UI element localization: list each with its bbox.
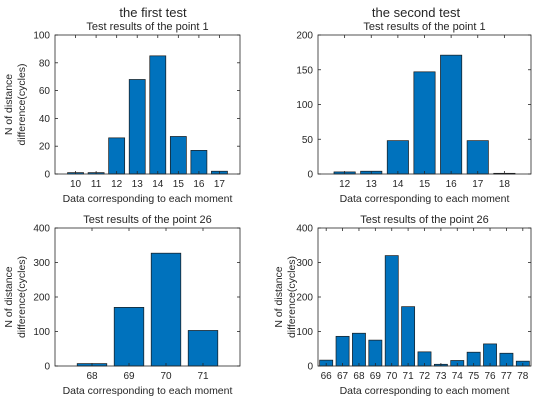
x-tick-label: 10 bbox=[70, 179, 82, 190]
x-tick-label: 77 bbox=[501, 371, 513, 382]
y-tick-label: 100 bbox=[33, 31, 50, 42]
axes-frame bbox=[54, 34, 241, 175]
x-tick-label: 74 bbox=[452, 371, 464, 382]
y-tick-label: 100 bbox=[296, 327, 313, 338]
y-axis-label: difference(cycles) bbox=[16, 63, 28, 145]
x-tick-label: 12 bbox=[111, 179, 123, 190]
x-tick-label: 66 bbox=[321, 371, 333, 382]
chart-panel-top-left: 0 20 40 60 80 100 10 11 12 13 14 15 16 17 Test results… bbox=[3, 21, 241, 205]
x-tick-label: 13 bbox=[132, 179, 144, 190]
bar-68 bbox=[352, 332, 366, 367]
y-axis-label: N of distance bbox=[3, 74, 15, 135]
y-tick-label: 150 bbox=[296, 65, 313, 76]
y-tick-label: 80 bbox=[39, 58, 51, 69]
x-tick-label: 12 bbox=[339, 179, 351, 190]
x-tick-label: 71 bbox=[403, 371, 415, 382]
chart-title: Test results of the point 26 bbox=[360, 214, 488, 226]
x-tick-label: 14 bbox=[392, 179, 404, 190]
bar-15 bbox=[413, 71, 436, 175]
bar-15 bbox=[169, 136, 187, 175]
bar-17 bbox=[466, 140, 489, 175]
y-tick-label: 0 bbox=[44, 170, 50, 181]
bar-14 bbox=[149, 55, 167, 175]
x-tick-label: 75 bbox=[468, 371, 480, 382]
x-tick-label: 16 bbox=[193, 179, 205, 190]
y-tick-label: 200 bbox=[296, 31, 313, 42]
bar-16 bbox=[190, 150, 208, 175]
x-tick-label: 67 bbox=[337, 371, 349, 382]
x-tick-label: 78 bbox=[517, 371, 529, 382]
y-tick-label: 200 bbox=[33, 293, 50, 304]
bar-70 bbox=[150, 252, 182, 367]
x-tick-label: 76 bbox=[484, 371, 496, 382]
bar-16 bbox=[440, 54, 463, 175]
chart-panel-bottom-left: 0 100 200 300 400 68 69 70 71 Test results of the… bbox=[3, 214, 241, 397]
x-tick-label: 18 bbox=[499, 179, 511, 190]
chart-title: Test results of the point 1 bbox=[363, 21, 485, 33]
axes-frame bbox=[317, 227, 532, 367]
x-tick-label: 11 bbox=[91, 179, 102, 190]
y-tick-label: 300 bbox=[33, 258, 50, 269]
x-tick-label: 15 bbox=[173, 179, 185, 190]
y-tick-label: 40 bbox=[39, 114, 51, 125]
y-axis-label: N of distance bbox=[3, 266, 15, 327]
bar-71 bbox=[401, 306, 416, 367]
y-tick-label: 400 bbox=[296, 224, 313, 235]
x-tick-label: 17 bbox=[472, 179, 484, 190]
chart-panel-top-right: 0 50 100 150 200 12 13 14 15 16 17 18 Test results o… bbox=[296, 21, 532, 205]
bar-70 bbox=[384, 255, 399, 367]
x-axis-label: Data corresponding to each moment bbox=[63, 385, 233, 397]
y-tick-label: 400 bbox=[33, 224, 50, 235]
bar-13 bbox=[128, 79, 146, 175]
bar-69 bbox=[368, 339, 383, 367]
chart-title: Test results of the point 1 bbox=[86, 21, 208, 33]
bar-76 bbox=[483, 343, 497, 367]
x-tick-label: 70 bbox=[386, 371, 398, 382]
y-tick-label: 200 bbox=[296, 293, 313, 304]
y-axis-label: N of distance bbox=[273, 266, 285, 327]
x-tick-label: 15 bbox=[419, 179, 431, 190]
x-tick-label: 72 bbox=[419, 371, 431, 382]
x-tick-label: 16 bbox=[446, 179, 458, 190]
x-tick-label: 71 bbox=[197, 371, 209, 382]
y-tick-label: 300 bbox=[296, 258, 313, 269]
y-tick-label: 0 bbox=[307, 362, 313, 373]
bar-14 bbox=[386, 140, 409, 175]
y-tick-label: 100 bbox=[33, 327, 50, 338]
chart-title: Test results of the point 26 bbox=[83, 214, 211, 226]
y-tick-label: 60 bbox=[39, 86, 51, 97]
x-axis-label: Data corresponding to each moment bbox=[340, 385, 510, 397]
heading-second-test: the second test bbox=[372, 5, 461, 20]
y-axis-label: difference(cycles) bbox=[16, 256, 28, 338]
chart-panel-bottom-right: 0 100 200 300 400 66 67 68 69 70 71 72 73 74 75 76 77 78 T… bbox=[273, 214, 532, 397]
x-axis-label: Data corresponding to each moment bbox=[63, 193, 233, 205]
y-tick-label: 100 bbox=[296, 100, 313, 111]
x-tick-label: 73 bbox=[435, 371, 447, 382]
x-tick-label: 13 bbox=[366, 179, 378, 190]
x-axis-label: Data corresponding to each moment bbox=[340, 193, 510, 205]
x-tick-label: 68 bbox=[353, 371, 365, 382]
bar-67 bbox=[335, 335, 350, 367]
bar-71 bbox=[187, 330, 219, 367]
x-tick-label: 68 bbox=[86, 371, 98, 382]
x-tick-label: 14 bbox=[152, 179, 164, 190]
y-tick-label: 0 bbox=[307, 170, 313, 181]
y-tick-label: 50 bbox=[302, 135, 314, 146]
y-tick-label: 20 bbox=[39, 142, 51, 153]
y-axis-label: difference(cycles) bbox=[286, 256, 298, 338]
x-tick-label: 17 bbox=[214, 179, 226, 190]
x-tick-label: 69 bbox=[123, 371, 135, 382]
y-tick-label: 0 bbox=[44, 362, 50, 373]
bar-12 bbox=[108, 137, 126, 175]
x-tick-label: 69 bbox=[370, 371, 382, 382]
x-tick-label: 70 bbox=[160, 371, 172, 382]
heading-first-test: the first test bbox=[119, 5, 187, 20]
bar-69 bbox=[113, 307, 145, 367]
